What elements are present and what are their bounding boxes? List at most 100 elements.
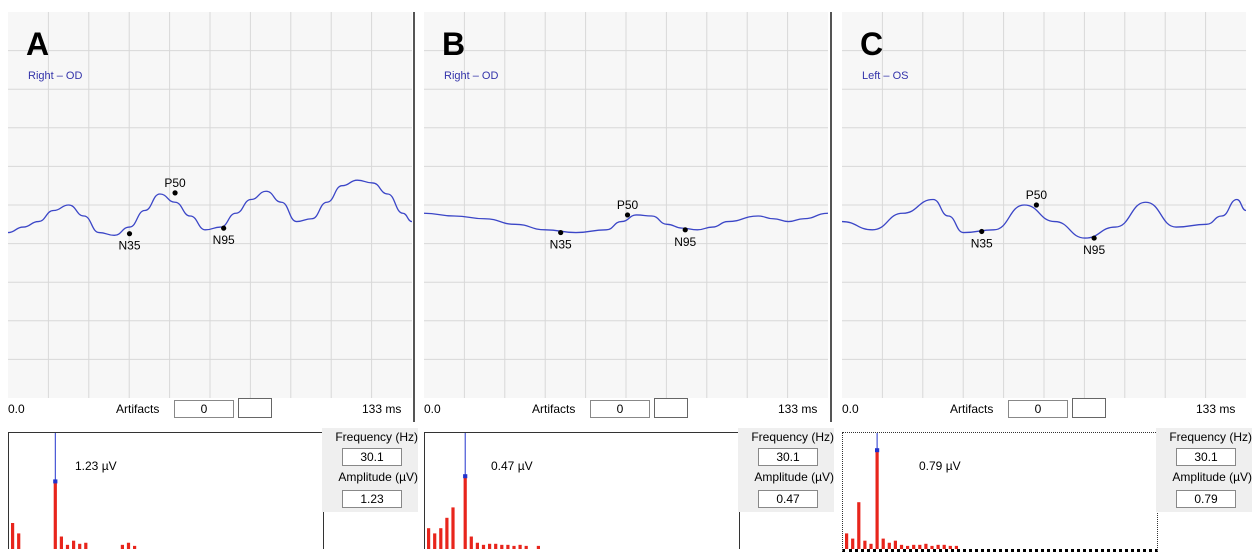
spectrum-bar xyxy=(845,533,849,549)
vep-trace-line xyxy=(8,179,412,236)
artifacts-empty-box[interactable] xyxy=(238,398,272,418)
artifacts-label: Artifacts xyxy=(950,402,994,416)
spectrum-bar xyxy=(851,538,855,549)
x-axis-end: 133 ms xyxy=(778,402,818,416)
marker-label-n35: N35 xyxy=(118,239,140,253)
spectrum-bar xyxy=(869,543,873,549)
spectrum-bar xyxy=(78,543,82,549)
spectrum-bar xyxy=(512,545,516,549)
frequency-value: 30.1 xyxy=(342,448,402,466)
artifacts-value: 0 xyxy=(174,400,234,418)
spectrum-bar xyxy=(500,544,504,549)
marker-label-n95: N95 xyxy=(1083,243,1105,257)
marker-label-p50: P50 xyxy=(617,198,639,212)
eye-label: Left – OS xyxy=(862,70,909,82)
spectrum-svg xyxy=(11,433,137,549)
marker-point-p50 xyxy=(624,212,631,218)
spectrum-bar xyxy=(536,545,540,549)
artifacts-empty-box[interactable] xyxy=(1072,398,1106,418)
spectrum-bar-cap xyxy=(875,448,880,453)
spectrum-bar-highlight xyxy=(463,476,467,549)
spectrum-bar xyxy=(924,543,928,549)
amplitude-label: Amplitude (µV) xyxy=(754,470,834,484)
spectrum-bar xyxy=(439,528,443,549)
panel-letter: B xyxy=(442,26,466,62)
waveform-plot: N35 P50 N95 xyxy=(8,12,412,398)
marker-point-n95 xyxy=(682,227,688,233)
amplitude-value: 0.47 xyxy=(758,490,818,508)
panel-a: N35 P50 N95 A Right – OD 0.0 Artifacts 0 1… xyxy=(4,0,418,549)
panel-letter: C xyxy=(860,26,884,62)
artifacts-label: Artifacts xyxy=(116,402,160,416)
waveform-svg: N35 P50 N95 xyxy=(842,12,1246,398)
spectrum-bar xyxy=(524,545,528,549)
spectrum-bar-highlight xyxy=(53,481,57,549)
measurement-panel: Frequency (Hz) 30.1 Amplitude (µV) 0.47 xyxy=(738,428,834,512)
panel-c: N35 P50 N95 C Left – OS 0.0 Artifacts 0 13… xyxy=(838,0,1252,552)
spectrum-bar xyxy=(863,540,867,549)
marker-point-n95 xyxy=(1091,235,1097,241)
artifacts-value: 0 xyxy=(590,400,650,418)
marker-point-p50 xyxy=(1033,202,1040,208)
spectrum-bar xyxy=(11,523,15,549)
vep-trace-line xyxy=(424,212,828,234)
spectrum-bar xyxy=(481,544,486,549)
frequency-label: Frequency (Hz) xyxy=(751,430,834,444)
waveform-plot: N35 P50 N95 xyxy=(424,12,828,398)
spectrum-bar xyxy=(433,533,437,549)
marker-label-p50: P50 xyxy=(164,176,186,190)
spectrum-bar xyxy=(84,542,88,549)
marker-label-n35: N35 xyxy=(550,238,572,252)
waveform-svg: N35 P50 N95 xyxy=(424,12,828,398)
spectrum-bar xyxy=(427,528,431,549)
marker-point-n35 xyxy=(558,229,564,236)
frequency-value: 30.1 xyxy=(1176,448,1236,466)
marker-point-n35 xyxy=(979,228,985,235)
spectrum-bar xyxy=(120,544,124,549)
spectrum-bar xyxy=(17,533,21,549)
amplitude-value: 0.79 xyxy=(1176,490,1236,508)
waveform-plot: N35 P50 N95 xyxy=(842,12,1246,398)
amplitude-label: Amplitude (µV) xyxy=(1172,470,1252,484)
x-axis-start: 0.0 xyxy=(842,402,859,416)
spectrum-bar-cap xyxy=(463,474,468,479)
x-axis-start: 0.0 xyxy=(424,402,441,416)
spectrum-bar xyxy=(942,544,946,549)
x-axis-start: 0.0 xyxy=(8,402,25,416)
measurement-panel: Frequency (Hz) 30.1 Amplitude (µV) 1.23 xyxy=(322,428,418,512)
spectrum-bar xyxy=(494,543,498,549)
eye-label: Right – OD xyxy=(28,70,83,82)
spectrum-bar xyxy=(887,542,891,549)
spectrum-bar-cap xyxy=(53,479,58,484)
spectrum-bar xyxy=(912,544,916,549)
spectrum-bar xyxy=(469,536,473,549)
spectrum-bar xyxy=(899,544,904,549)
panel-divider xyxy=(830,12,832,422)
spectrum-bar xyxy=(506,544,510,549)
spectrum-plot: 1.23 µV xyxy=(8,432,324,549)
spectrum-bar xyxy=(59,536,63,549)
marker-label-n95: N95 xyxy=(213,233,235,247)
amplitude-display: 1.23 µV xyxy=(75,459,117,473)
spectrum-bar xyxy=(126,542,131,549)
frequency-value: 30.1 xyxy=(758,448,818,466)
spectrum-plot: 0.79 µV xyxy=(842,432,1158,552)
artifacts-value: 0 xyxy=(1008,400,1068,418)
marker-point-n35 xyxy=(126,231,133,237)
artifacts-label: Artifacts xyxy=(532,402,576,416)
eye-label: Right – OD xyxy=(444,70,499,82)
amplitude-value: 1.23 xyxy=(342,490,402,508)
panel-b: N35 P50 N95 B Right – OD 0.0 Artifacts 0 1… xyxy=(420,0,834,549)
spectrum-bar-highlight xyxy=(875,450,879,549)
artifacts-empty-box[interactable] xyxy=(654,398,688,418)
spectrum-svg xyxy=(427,433,540,549)
waveform-svg: N35 P50 N95 xyxy=(8,12,412,398)
vep-trace-line xyxy=(842,198,1246,239)
marker-label-p50: P50 xyxy=(1026,188,1048,202)
spectrum-bar xyxy=(488,543,492,549)
spectrum-plot: 0.47 µV xyxy=(424,432,740,549)
x-axis-end: 133 ms xyxy=(362,402,402,416)
panel-letter: A xyxy=(26,26,50,62)
panel-divider xyxy=(413,12,415,422)
amplitude-display: 0.47 µV xyxy=(491,459,533,473)
